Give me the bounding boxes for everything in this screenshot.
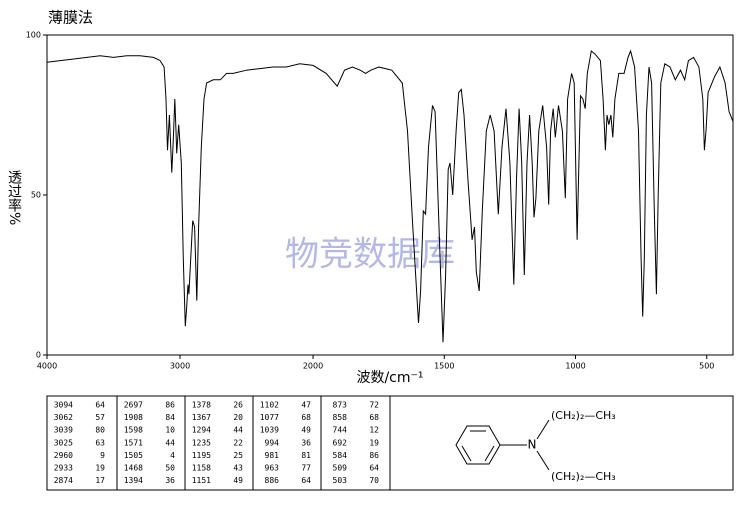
double-bond [461, 445, 472, 462]
peak-transmittance: 26 [233, 401, 243, 410]
peak-transmittance: 19 [369, 438, 379, 447]
x-tick-label: 3000 [170, 362, 190, 371]
y-tick-label: 50 [31, 191, 41, 200]
peak-transmittance: 22 [233, 438, 243, 447]
peak-transmittance: 9 [100, 451, 105, 460]
x-tick-label: 500 [699, 362, 714, 371]
peak-wavenumber: 981 [265, 451, 280, 460]
peak-wavenumber: 963 [265, 464, 280, 473]
y-tick-label: 100 [26, 31, 41, 40]
watermark: 物竞数据库 [285, 235, 455, 275]
title: 薄膜法 [48, 9, 93, 27]
peak-wavenumber: 3039 [54, 426, 73, 435]
peak-transmittance: 43 [233, 464, 243, 473]
peak-transmittance: 4 [170, 451, 175, 460]
peak-wavenumber: 1505 [124, 451, 143, 460]
nitrogen: N [528, 438, 537, 452]
peak-transmittance: 80 [95, 426, 105, 435]
peak-wavenumber: 1039 [260, 426, 279, 435]
x-tick-label: 2000 [303, 362, 323, 371]
peak-wavenumber: 1294 [192, 426, 211, 435]
peak-transmittance: 36 [301, 438, 311, 447]
peak-transmittance: 49 [233, 476, 243, 485]
x-tick-label: 4000 [37, 362, 57, 371]
bond [536, 419, 550, 440]
peak-transmittance: 64 [301, 476, 311, 485]
peak-transmittance: 64 [369, 464, 379, 473]
molecule [455, 419, 550, 471]
peak-wavenumber: 1235 [192, 438, 211, 447]
peak-transmittance: 10 [165, 426, 175, 435]
peak-wavenumber: 994 [265, 438, 280, 447]
peak-wavenumber: 1468 [124, 464, 143, 473]
peak-transmittance: 68 [369, 413, 379, 422]
peak-transmittance: 44 [165, 438, 175, 447]
plot-frame [46, 34, 734, 356]
peak-transmittance: 47 [301, 401, 311, 410]
peak-transmittance: 25 [233, 451, 243, 460]
peak-transmittance: 84 [165, 413, 175, 422]
peak-wavenumber: 503 [333, 476, 348, 485]
peak-wavenumber: 3062 [54, 413, 73, 422]
peak-transmittance: 12 [369, 426, 379, 435]
peak-wavenumber: 1394 [124, 476, 143, 485]
x-tick-label: 1500 [434, 362, 454, 371]
peak-wavenumber: 2933 [54, 464, 73, 473]
peak-wavenumber: 2697 [124, 401, 143, 410]
peak-wavenumber: 1571 [124, 438, 143, 447]
peak-wavenumber: 1378 [192, 401, 211, 410]
x-tick-label: 1000 [565, 362, 585, 371]
peak-wavenumber: 873 [333, 401, 348, 410]
peak-transmittance: 57 [95, 413, 105, 422]
peak-wavenumber: 744 [333, 426, 348, 435]
y-tick-label: 0 [36, 351, 41, 360]
peak-transmittance: 50 [165, 464, 175, 473]
peak-wavenumber: 1158 [192, 464, 211, 473]
table-dividers [116, 396, 391, 490]
peak-transmittance: 64 [95, 401, 105, 410]
peak-transmittance: 77 [301, 464, 311, 473]
double-bond [484, 445, 495, 462]
peak-transmittance: 17 [95, 476, 105, 485]
peak-transmittance: 86 [369, 451, 379, 460]
spectrum-line [46, 49, 734, 343]
peak-wavenumber: 584 [333, 451, 348, 460]
peak-wavenumber: 2960 [54, 451, 73, 460]
peak-wavenumber: 509 [333, 464, 348, 473]
peak-wavenumber: 2874 [54, 476, 73, 485]
peak-transmittance: 81 [301, 451, 311, 460]
peak-transmittance: 72 [369, 401, 379, 410]
benzene-ring [455, 425, 501, 465]
peak-wavenumber: 1102 [260, 401, 279, 410]
peak-transmittance: 63 [95, 438, 105, 447]
peak-wavenumber: 886 [265, 476, 280, 485]
peak-wavenumber: 1195 [192, 451, 211, 460]
bond [536, 450, 550, 471]
peak-transmittance: 44 [233, 426, 243, 435]
peak-wavenumber: 3094 [54, 401, 73, 410]
bottom-chain: (CH₂)₂—CH₃ [551, 470, 616, 483]
peak-wavenumber: 1151 [192, 476, 211, 485]
peak-transmittance: 36 [165, 476, 175, 485]
y-axis-label: 透过率% [6, 170, 22, 225]
peak-transmittance: 49 [301, 426, 311, 435]
peak-transmittance: 70 [369, 476, 379, 485]
peak-wavenumber: 1598 [124, 426, 143, 435]
top-chain: (CH₂)₂—CH₃ [551, 409, 616, 422]
peak-transmittance: 68 [301, 413, 311, 422]
peak-wavenumber: 858 [333, 413, 348, 422]
peak-wavenumber: 1367 [192, 413, 211, 422]
peak-transmittance: 19 [95, 464, 105, 473]
peak-wavenumber: 692 [333, 438, 348, 447]
peak-transmittance: 20 [233, 413, 243, 422]
peak-wavenumber: 3025 [54, 438, 73, 447]
peak-transmittance: 86 [165, 401, 175, 410]
peak-wavenumber: 1077 [260, 413, 279, 422]
peak-wavenumber: 1908 [124, 413, 143, 422]
x-axis-label: 波数/cm⁻¹ [356, 370, 423, 386]
